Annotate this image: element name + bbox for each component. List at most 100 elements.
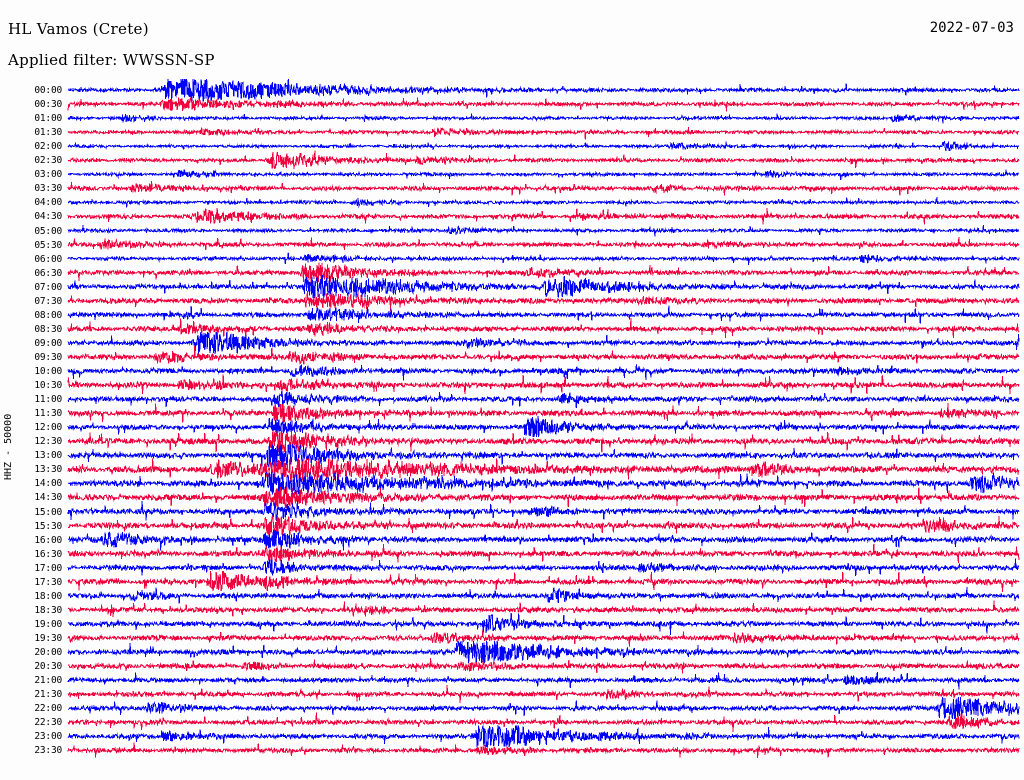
seismic-trace <box>67 78 1020 102</box>
time-label: 00:00 <box>34 85 62 96</box>
time-label: 23:30 <box>34 745 62 757</box>
trace-canvas <box>67 78 1020 759</box>
seismic-trace <box>67 197 1020 208</box>
seismic-trace <box>67 113 1020 124</box>
seismic-trace <box>67 543 1020 564</box>
station-title: HL Vamos (Crete) <box>8 20 149 38</box>
seismic-trace <box>67 630 1020 647</box>
time-label: 05:30 <box>34 239 62 251</box>
time-label: 08:00 <box>34 309 62 321</box>
time-label: 21:00 <box>34 675 62 687</box>
time-label: 10:00 <box>34 366 62 377</box>
time-label: 22:30 <box>34 717 62 729</box>
time-label: 17:30 <box>34 576 62 588</box>
seismic-trace <box>67 331 1020 354</box>
record-date: 2022-07-03 <box>929 20 1014 36</box>
time-label: 16:30 <box>34 548 62 560</box>
seismic-trace <box>67 180 1020 196</box>
seismic-trace <box>67 391 1020 409</box>
time-label: 19:00 <box>34 618 62 630</box>
seismic-trace <box>68 658 1020 674</box>
time-label: 10:30 <box>34 380 62 392</box>
time-label: 19:30 <box>34 632 62 644</box>
time-label: 14:30 <box>34 492 62 504</box>
time-label: 12:30 <box>34 436 62 448</box>
seismic-trace <box>67 528 1020 551</box>
seismic-trace <box>67 150 1020 170</box>
seismic-trace <box>67 345 1020 365</box>
time-label: 13:30 <box>34 464 62 476</box>
time-label: 21:30 <box>34 689 62 701</box>
time-label: 15:30 <box>34 520 62 532</box>
seismic-trace <box>67 457 1020 482</box>
time-label: 05:00 <box>34 225 62 237</box>
seismic-trace <box>67 612 1020 635</box>
time-label: 04:00 <box>34 197 62 209</box>
seismic-trace <box>67 697 1020 720</box>
applied-filter-label: Applied filter: WWSSN-SP <box>8 51 215 69</box>
time-label: 01:00 <box>34 113 62 125</box>
time-label: 06:30 <box>34 267 62 279</box>
time-label: 23:00 <box>34 731 62 743</box>
seismic-trace <box>67 443 1020 467</box>
seismic-trace <box>67 486 1020 509</box>
time-label: 13:00 <box>34 450 62 462</box>
time-label: 03:30 <box>34 183 62 195</box>
seismic-trace <box>67 515 1020 537</box>
seismic-trace <box>67 290 1020 312</box>
helicorder-plot: 00:00 00:30 01:00 01:30 02:00 02:30 03:00 03:30… <box>0 78 1024 768</box>
time-label: 12:00 <box>34 422 62 434</box>
seismic-trace <box>67 640 1020 664</box>
seismic-trace <box>67 685 1020 704</box>
time-label: 17:00 <box>34 562 62 574</box>
seismic-trace <box>67 403 1020 423</box>
time-label: 18:30 <box>34 604 62 616</box>
seismic-trace <box>67 586 1020 604</box>
seismic-trace <box>67 712 1020 733</box>
time-label: 18:00 <box>34 590 62 602</box>
time-label: 06:00 <box>34 253 62 265</box>
seismic-trace <box>67 570 1020 592</box>
seismic-trace <box>67 127 1019 140</box>
seismic-trace <box>67 672 1020 690</box>
seismic-trace <box>67 724 1020 748</box>
seismic-trace <box>67 558 1020 577</box>
time-label: 00:30 <box>34 99 62 111</box>
seismic-trace <box>67 252 1020 265</box>
seismic-trace <box>67 224 1019 237</box>
seismic-trace <box>67 364 1020 381</box>
time-label: 04:30 <box>34 211 62 223</box>
seismic-trace <box>67 471 1020 496</box>
seismic-trace <box>67 95 1020 112</box>
time-label: 16:00 <box>34 534 62 546</box>
seismic-trace <box>67 275 1020 299</box>
time-label: 11:30 <box>34 408 62 420</box>
seismic-trace <box>67 318 1020 340</box>
seismic-trace <box>68 430 1020 453</box>
seismic-trace <box>67 600 1020 617</box>
time-label: 15:00 <box>34 506 62 518</box>
time-label: 20:30 <box>34 661 62 673</box>
seismic-trace <box>67 140 1020 152</box>
time-label: 02:00 <box>34 141 62 153</box>
seismic-trace <box>67 168 1020 180</box>
seismic-trace <box>67 305 1020 324</box>
time-label: 14:00 <box>34 478 62 490</box>
time-label: 03:00 <box>34 169 62 181</box>
time-label: 01:30 <box>34 127 62 139</box>
time-label: 07:30 <box>34 295 62 307</box>
time-label: 08:30 <box>34 323 62 335</box>
seismic-trace <box>67 208 1020 225</box>
seismic-trace <box>67 374 1020 395</box>
time-label: 11:00 <box>34 394 62 406</box>
seismic-trace <box>67 500 1020 522</box>
seismic-trace <box>67 262 1020 284</box>
time-label: 07:00 <box>34 281 62 293</box>
seismic-trace <box>67 416 1020 438</box>
time-label: 09:30 <box>34 351 62 363</box>
seismic-trace <box>67 237 1020 250</box>
time-label: 22:00 <box>34 703 62 715</box>
seismic-trace <box>67 742 1020 759</box>
time-label: 09:00 <box>34 337 62 349</box>
